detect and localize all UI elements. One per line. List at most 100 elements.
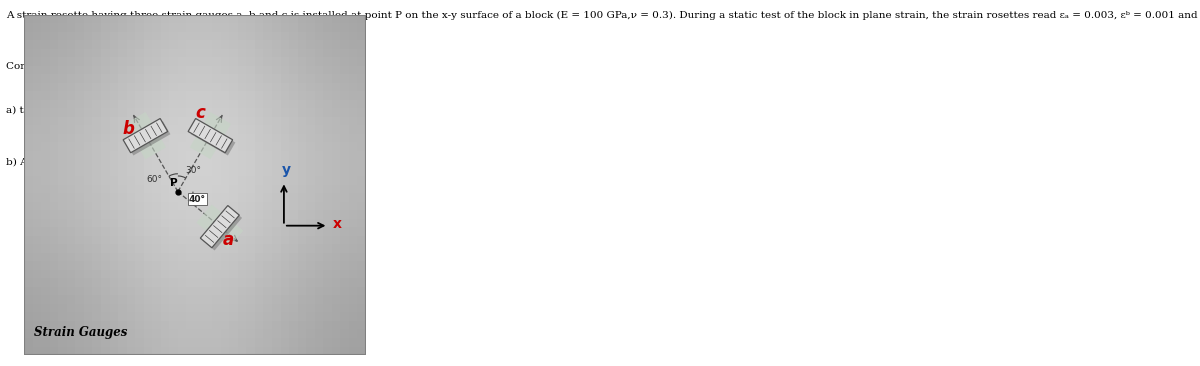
- Bar: [24, 287, 366, 295]
- Bar: [92, 15, 101, 355]
- Text: b: b: [122, 120, 134, 138]
- Bar: [212, 15, 221, 355]
- Polygon shape: [197, 204, 244, 249]
- Bar: [246, 15, 254, 355]
- Text: c: c: [196, 104, 205, 122]
- Bar: [264, 15, 272, 355]
- Bar: [161, 15, 169, 355]
- Bar: [152, 15, 161, 355]
- Bar: [24, 321, 366, 329]
- Bar: [24, 31, 366, 40]
- Bar: [49, 15, 59, 355]
- Bar: [178, 15, 186, 355]
- Bar: [144, 15, 152, 355]
- Bar: [24, 108, 366, 117]
- Bar: [24, 227, 366, 236]
- Text: 40°: 40°: [188, 195, 206, 204]
- Bar: [24, 304, 366, 313]
- Bar: [289, 15, 298, 355]
- Text: Compute the following:: Compute the following:: [6, 62, 130, 71]
- Bar: [24, 210, 366, 219]
- Bar: [24, 134, 366, 142]
- Bar: [109, 15, 118, 355]
- Bar: [24, 185, 366, 193]
- Bar: [67, 15, 76, 355]
- Bar: [24, 151, 366, 159]
- Bar: [24, 193, 366, 202]
- Bar: [24, 295, 366, 304]
- Bar: [204, 15, 212, 355]
- Text: b) All stress components at point P.: b) All stress components at point P.: [6, 157, 192, 167]
- Text: y: y: [282, 163, 290, 177]
- Bar: [331, 15, 341, 355]
- Text: a) the shear strain γxy at point P.: a) the shear strain γxy at point P.: [6, 106, 180, 115]
- Bar: [186, 15, 196, 355]
- Bar: [101, 15, 109, 355]
- Bar: [118, 15, 127, 355]
- Bar: [238, 15, 246, 355]
- Polygon shape: [125, 112, 166, 159]
- Bar: [314, 15, 323, 355]
- Text: a: a: [223, 231, 234, 249]
- Bar: [136, 15, 144, 355]
- Bar: [169, 15, 178, 355]
- Bar: [24, 159, 366, 168]
- Bar: [229, 15, 238, 355]
- Bar: [24, 347, 366, 355]
- Text: A strain rosette having three strain gauges a, b and c is installed at point P o: A strain rosette having three strain gau…: [6, 11, 1200, 20]
- Bar: [24, 49, 366, 57]
- Bar: [24, 338, 366, 347]
- Bar: [298, 15, 306, 355]
- Bar: [24, 313, 366, 321]
- Bar: [24, 329, 366, 338]
- Bar: [127, 15, 136, 355]
- Bar: [24, 176, 366, 185]
- Polygon shape: [188, 119, 233, 153]
- Bar: [221, 15, 229, 355]
- Bar: [24, 236, 366, 244]
- Bar: [76, 15, 84, 355]
- Bar: [323, 15, 331, 355]
- Text: 30°: 30°: [185, 165, 202, 175]
- Polygon shape: [191, 121, 235, 156]
- Bar: [24, 168, 366, 176]
- Text: 60°: 60°: [146, 175, 163, 184]
- Bar: [24, 219, 366, 227]
- Bar: [84, 15, 92, 355]
- Bar: [281, 15, 289, 355]
- Bar: [24, 253, 366, 261]
- Polygon shape: [200, 206, 239, 248]
- Bar: [24, 279, 366, 287]
- Bar: [24, 74, 366, 83]
- Bar: [349, 15, 358, 355]
- Bar: [341, 15, 349, 355]
- Bar: [41, 15, 49, 355]
- Bar: [24, 261, 366, 270]
- Bar: [24, 125, 366, 134]
- Bar: [24, 117, 366, 125]
- Polygon shape: [124, 119, 168, 153]
- Text: Strain Gauges: Strain Gauges: [34, 326, 127, 339]
- Bar: [358, 15, 366, 355]
- Bar: [194, 15, 204, 355]
- Bar: [24, 142, 366, 151]
- Bar: [24, 100, 366, 108]
- Bar: [272, 15, 281, 355]
- Polygon shape: [203, 208, 242, 250]
- Bar: [24, 83, 366, 91]
- Bar: [24, 23, 366, 31]
- Bar: [24, 15, 366, 23]
- Bar: [24, 57, 366, 66]
- Bar: [24, 270, 366, 279]
- Bar: [24, 40, 366, 49]
- Bar: [24, 91, 366, 100]
- Bar: [59, 15, 67, 355]
- Bar: [24, 66, 366, 74]
- Polygon shape: [126, 121, 170, 156]
- Bar: [254, 15, 264, 355]
- Bar: [24, 15, 32, 355]
- Bar: [24, 202, 366, 210]
- Text: x: x: [332, 217, 342, 231]
- Bar: [24, 244, 366, 253]
- Polygon shape: [190, 112, 232, 159]
